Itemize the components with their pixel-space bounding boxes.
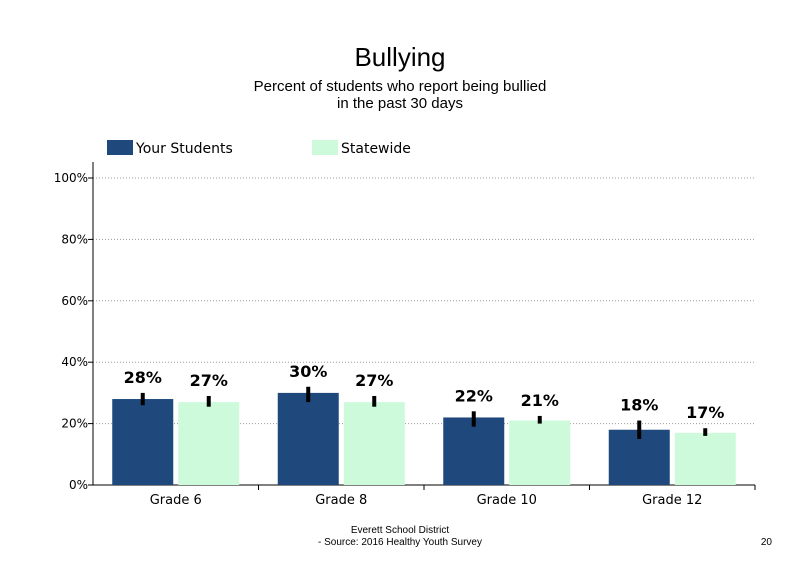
chart-subtitle: Percent of students who report being bul… xyxy=(253,78,547,112)
y-tick-label: 0% xyxy=(69,478,88,492)
category-label: Grade 8 xyxy=(315,493,367,508)
legend-label: Your Students xyxy=(135,141,233,157)
bar xyxy=(443,417,505,485)
data-label: 28% xyxy=(124,368,162,387)
legend-label: Statewide xyxy=(341,141,411,157)
data-label: 18% xyxy=(620,396,658,415)
data-label: 21% xyxy=(521,391,559,410)
bar xyxy=(674,432,736,485)
footer: Everett School District - Source: 2016 H… xyxy=(0,525,800,549)
data-label: 22% xyxy=(455,386,493,405)
y-tick-label: 100% xyxy=(54,171,88,185)
category-label: Grade 10 xyxy=(477,493,537,508)
data-label: 30% xyxy=(289,362,327,381)
bar xyxy=(509,420,571,485)
chart-title: Bullying xyxy=(354,42,446,72)
legend-swatch xyxy=(107,140,133,155)
footer-source: - Source: 2016 Healthy Youth Survey xyxy=(318,537,482,548)
y-tick-label: 80% xyxy=(61,232,88,246)
y-tick-label: 20% xyxy=(61,417,88,431)
bar xyxy=(343,402,405,485)
data-label: 27% xyxy=(190,371,228,390)
bar xyxy=(112,399,174,485)
category-label: Grade 6 xyxy=(150,493,202,508)
y-tick-label: 40% xyxy=(61,355,88,369)
y-tick-label: 60% xyxy=(61,294,88,308)
data-label: 17% xyxy=(686,403,724,422)
legend-swatch xyxy=(312,140,338,155)
bar xyxy=(277,392,339,485)
bar xyxy=(178,402,240,485)
footer-district: Everett School District xyxy=(350,525,450,536)
data-label: 27% xyxy=(355,371,393,390)
category-label: Grade 12 xyxy=(642,493,702,508)
page-number: 20 xyxy=(760,537,772,548)
